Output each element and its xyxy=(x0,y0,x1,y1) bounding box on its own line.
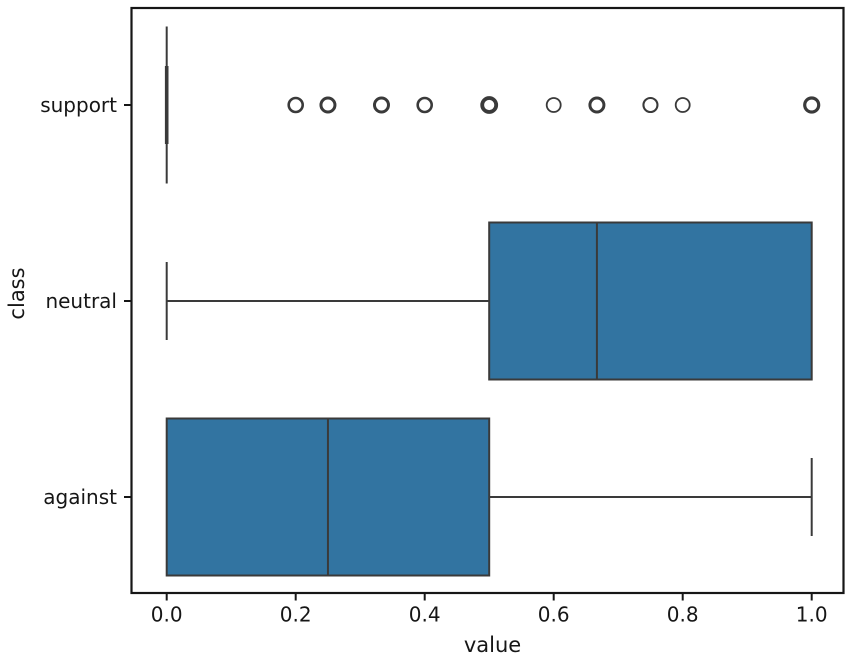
outlier-support xyxy=(287,96,305,114)
x-tick-label: 0.0 xyxy=(151,603,183,627)
x-tick-label: 1.0 xyxy=(796,603,828,627)
outlier-support xyxy=(642,96,659,114)
x-axis-label: value xyxy=(464,633,521,657)
y-tick-label: neutral xyxy=(45,289,117,313)
outlier-support xyxy=(480,96,499,114)
y-axis-label: class xyxy=(5,267,29,319)
outlier-support xyxy=(803,96,821,114)
y-tick-label: support xyxy=(40,93,117,117)
y-tick-label: against xyxy=(43,485,117,509)
outlier-support xyxy=(545,97,562,113)
box-neutral xyxy=(488,221,813,381)
x-tick-label: 0.8 xyxy=(667,603,699,627)
outlier-support xyxy=(372,96,390,114)
outlier-support xyxy=(416,96,434,114)
outlier-support xyxy=(588,96,606,114)
outlier-support xyxy=(319,96,337,114)
outlier-support xyxy=(674,97,691,113)
x-tick-label: 0.4 xyxy=(409,603,441,627)
x-tick-label: 0.2 xyxy=(280,603,312,627)
x-tick-label: 0.6 xyxy=(538,603,570,627)
